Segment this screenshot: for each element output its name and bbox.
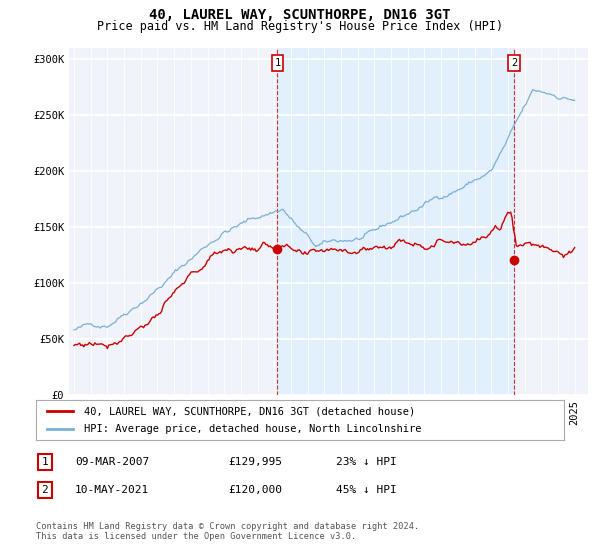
Text: 10-MAY-2021: 10-MAY-2021 bbox=[75, 485, 149, 495]
Text: 45% ↓ HPI: 45% ↓ HPI bbox=[336, 485, 397, 495]
Text: 1: 1 bbox=[274, 58, 281, 68]
Text: 40, LAUREL WAY, SCUNTHORPE, DN16 3GT: 40, LAUREL WAY, SCUNTHORPE, DN16 3GT bbox=[149, 8, 451, 22]
Text: Price paid vs. HM Land Registry's House Price Index (HPI): Price paid vs. HM Land Registry's House … bbox=[97, 20, 503, 32]
Bar bbox=[277, 48, 514, 395]
Text: Contains HM Land Registry data © Crown copyright and database right 2024.
This d: Contains HM Land Registry data © Crown c… bbox=[36, 522, 419, 542]
Text: 2: 2 bbox=[41, 485, 49, 495]
Text: 09-MAR-2007: 09-MAR-2007 bbox=[75, 457, 149, 467]
Text: 1: 1 bbox=[41, 457, 49, 467]
Text: HPI: Average price, detached house, North Lincolnshire: HPI: Average price, detached house, Nort… bbox=[83, 423, 421, 433]
Text: £120,000: £120,000 bbox=[228, 485, 282, 495]
Text: 40, LAUREL WAY, SCUNTHORPE, DN16 3GT (detached house): 40, LAUREL WAY, SCUNTHORPE, DN16 3GT (de… bbox=[83, 407, 415, 417]
Text: 2: 2 bbox=[511, 58, 517, 68]
Text: 23% ↓ HPI: 23% ↓ HPI bbox=[336, 457, 397, 467]
Text: £129,995: £129,995 bbox=[228, 457, 282, 467]
